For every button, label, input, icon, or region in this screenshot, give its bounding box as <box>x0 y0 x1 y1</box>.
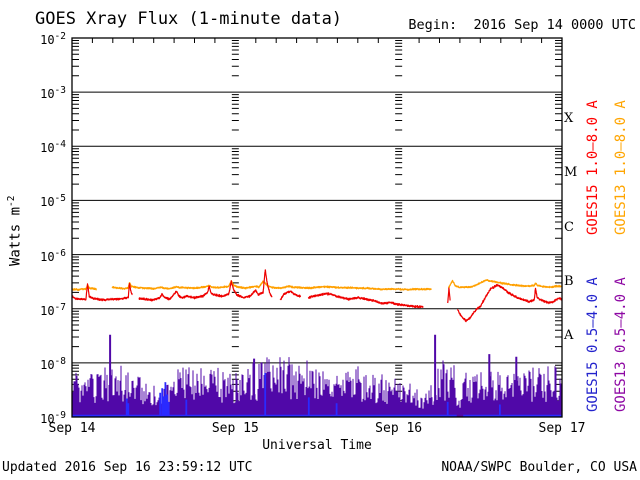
y-tick-label: 10-5 <box>40 193 66 210</box>
y-tick-label: 10-8 <box>40 355 66 372</box>
legend-goes15-short: GOES15 0.5–4.0 A <box>585 277 601 412</box>
x-tick-label: Sep 14 <box>48 421 96 436</box>
y-axis-tick-labels: 10-2 10-3 10-4 10-5 10-6 10-7 10-8 10-9 <box>22 0 66 480</box>
begin-timestamp: Begin: 2016 Sep 14 0000 UTC <box>408 17 636 33</box>
x-tick-label: Sep 15 <box>211 421 259 436</box>
y-tick-label: 10-7 <box>40 301 66 318</box>
legend-goes15-long: GOES15 1.0–8.0 A <box>585 100 601 235</box>
updated-timestamp: Updated 2016 Sep 16 23:59:12 UTC <box>2 460 253 475</box>
y-tick-label: 10-6 <box>40 247 66 264</box>
flare-class-label: B <box>564 273 574 289</box>
y-tick-label: 10-3 <box>40 85 66 102</box>
y-tick-label: 10-2 <box>40 31 66 47</box>
x-tick-label: Sep 16 <box>375 421 423 436</box>
y-tick-label: 10-4 <box>40 139 66 156</box>
legend-goes13-long: GOES13 1.0–8.0 A <box>613 100 629 235</box>
y-tick-label: 10-9 <box>40 410 66 426</box>
x-axis-label: Universal Time <box>262 438 372 453</box>
flare-class-label: C <box>564 219 574 235</box>
flare-class-label: M <box>564 165 578 181</box>
flare-class-label: A <box>564 327 574 343</box>
flare-class-label: X <box>564 111 574 127</box>
legend-goes13-short: GOES13 0.5–4.0 A <box>613 277 629 412</box>
chart-title: GOES Xray Flux (1-minute data) <box>35 9 343 29</box>
x-tick-label: Sep 17 <box>538 421 586 436</box>
source-credit: NOAA/SWPC Boulder, CO USA <box>441 460 637 475</box>
